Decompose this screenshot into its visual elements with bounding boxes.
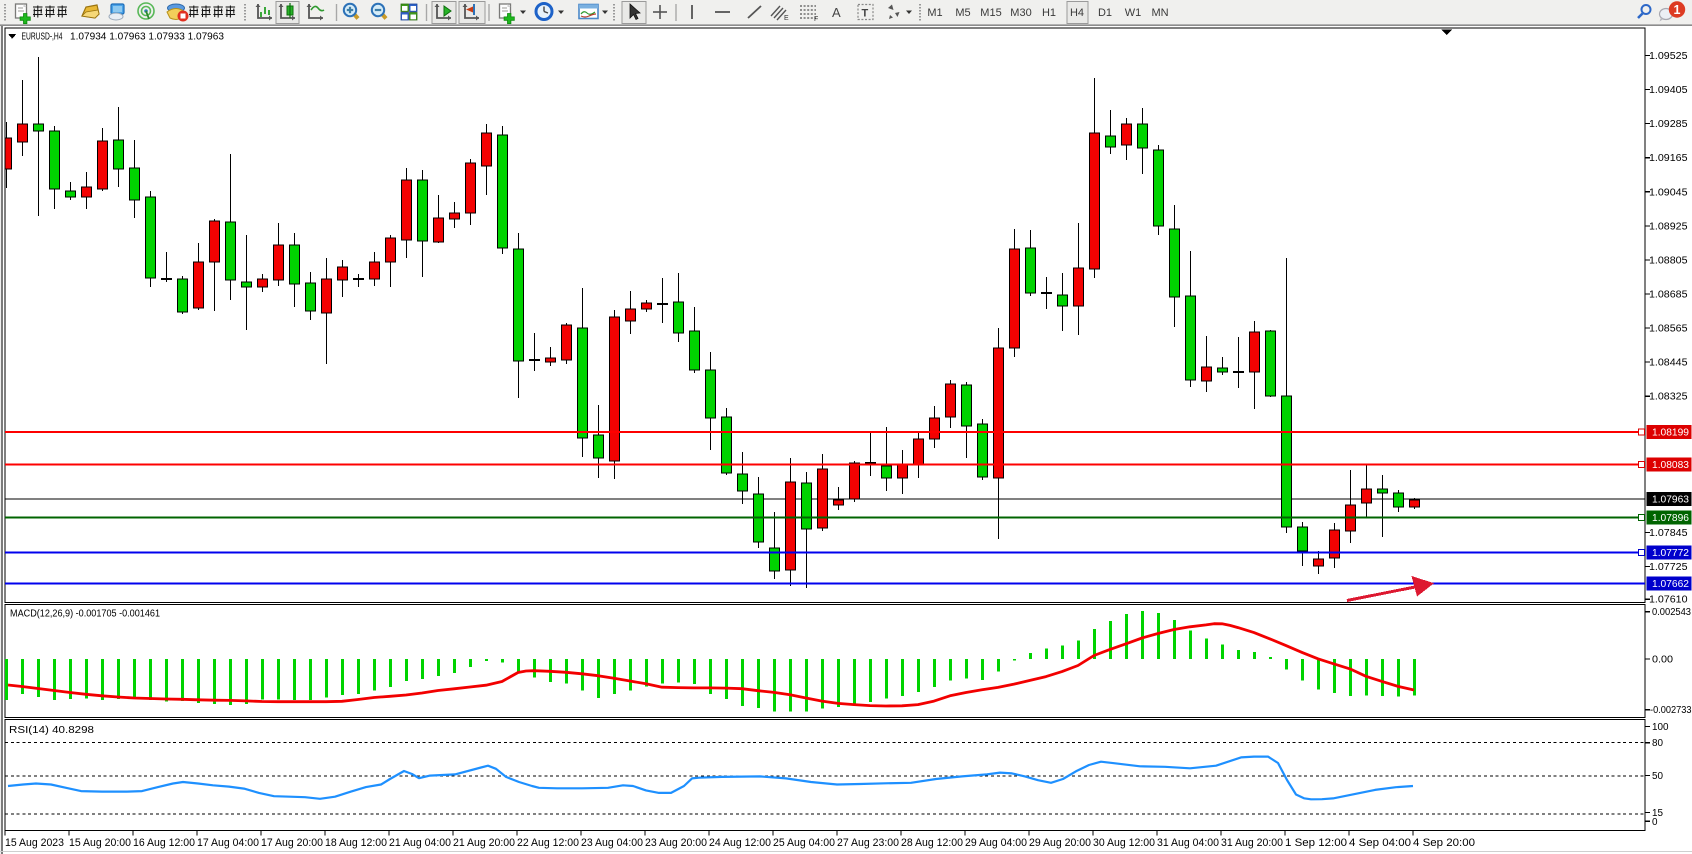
- svg-text:23 Aug 04:00: 23 Aug 04:00: [581, 837, 643, 849]
- svg-text:17 Aug 04:00: 17 Aug 04:00: [197, 837, 259, 849]
- svg-text:27 Aug 23:00: 27 Aug 23:00: [837, 837, 899, 849]
- svg-text:T: T: [862, 8, 869, 20]
- svg-text:H4: H4: [1070, 7, 1084, 19]
- svg-text:21 Aug 04:00: 21 Aug 04:00: [389, 837, 451, 849]
- svg-text:1.09405: 1.09405: [1649, 85, 1688, 96]
- svg-text:31 Aug 04:00: 31 Aug 04:00: [1157, 837, 1219, 849]
- svg-text:F: F: [814, 16, 818, 23]
- svg-text:1.08565: 1.08565: [1649, 324, 1688, 335]
- svg-text:1.09045: 1.09045: [1649, 187, 1688, 198]
- svg-text:1.07725: 1.07725: [1649, 562, 1688, 573]
- svg-text:15 Aug 20:00: 15 Aug 20:00: [69, 837, 131, 849]
- svg-text:1.07963: 1.07963: [1652, 495, 1689, 506]
- svg-text:M30: M30: [1010, 7, 1031, 19]
- svg-text:1.08083: 1.08083: [1652, 460, 1689, 471]
- svg-text:1.07896: 1.07896: [1652, 513, 1689, 524]
- svg-text:A: A: [832, 5, 841, 20]
- svg-text:4 Sep 20:00: 4 Sep 20:00: [1413, 837, 1475, 849]
- svg-text:0.00: 0.00: [1652, 655, 1673, 666]
- svg-text:1.08925: 1.08925: [1649, 221, 1688, 232]
- svg-text:E: E: [784, 15, 789, 22]
- svg-text:RSI(14) 40.8298: RSI(14) 40.8298: [9, 725, 94, 736]
- svg-text:1.09285: 1.09285: [1649, 119, 1688, 130]
- svg-text:21 Aug 20:00: 21 Aug 20:00: [453, 837, 515, 849]
- svg-text:1.08805: 1.08805: [1649, 255, 1688, 266]
- svg-text:EURUSD-,H4: EURUSD-,H4: [22, 32, 63, 43]
- svg-text:0: 0: [1652, 817, 1658, 828]
- svg-text:D1: D1: [1098, 7, 1112, 19]
- svg-text:1.09525: 1.09525: [1649, 51, 1688, 62]
- svg-text:15: 15: [1652, 808, 1663, 819]
- svg-text:1: 1: [1674, 3, 1681, 17]
- svg-text:30 Aug 12:00: 30 Aug 12:00: [1093, 837, 1155, 849]
- svg-text:1.09165: 1.09165: [1649, 153, 1688, 164]
- svg-text:M1: M1: [927, 7, 942, 19]
- svg-text:15 Aug 2023: 15 Aug 2023: [5, 837, 64, 849]
- svg-text:17 Aug 20:00: 17 Aug 20:00: [261, 837, 323, 849]
- svg-text:1.08325: 1.08325: [1649, 392, 1688, 403]
- svg-text:1.07934 1.07963 1.07933 1.0796: 1.07934 1.07963 1.07933 1.07963: [70, 32, 224, 43]
- svg-text:1 Sep 12:00: 1 Sep 12:00: [1285, 837, 1347, 849]
- svg-text:1.07610: 1.07610: [1649, 595, 1688, 606]
- svg-text:1.08685: 1.08685: [1649, 290, 1688, 301]
- svg-text:MACD(12,26,9) -0.001705 -0.001: MACD(12,26,9) -0.001705 -0.001461: [10, 609, 160, 620]
- svg-text:22 Aug 12:00: 22 Aug 12:00: [517, 837, 579, 849]
- svg-text:23 Aug 20:00: 23 Aug 20:00: [645, 837, 707, 849]
- svg-text:0.002543: 0.002543: [1652, 607, 1691, 618]
- svg-text:1.08199: 1.08199: [1652, 428, 1689, 439]
- svg-text:31 Aug 20:00: 31 Aug 20:00: [1221, 837, 1283, 849]
- svg-text:MN: MN: [1151, 7, 1168, 19]
- svg-text:50: 50: [1652, 771, 1663, 782]
- svg-text:-0.002733: -0.002733: [1650, 705, 1692, 716]
- svg-text:4 Sep 04:00: 4 Sep 04:00: [1349, 837, 1411, 849]
- svg-text:100: 100: [1652, 722, 1669, 733]
- svg-text:18 Aug 12:00: 18 Aug 12:00: [325, 837, 387, 849]
- svg-text:1.07772: 1.07772: [1652, 548, 1689, 559]
- svg-text:29 Aug 20:00: 29 Aug 20:00: [1029, 837, 1091, 849]
- svg-text:1.07845: 1.07845: [1649, 528, 1688, 539]
- svg-text:W1: W1: [1125, 7, 1142, 19]
- svg-text:1.08445: 1.08445: [1649, 358, 1688, 369]
- svg-text:24 Aug 12:00: 24 Aug 12:00: [709, 837, 771, 849]
- svg-text:16 Aug 12:00: 16 Aug 12:00: [133, 837, 195, 849]
- svg-text:1.07662: 1.07662: [1652, 579, 1689, 590]
- svg-text:28 Aug 12:00: 28 Aug 12:00: [901, 837, 963, 849]
- svg-text:80: 80: [1652, 738, 1663, 749]
- svg-text:H1: H1: [1042, 7, 1056, 19]
- svg-text:29 Aug 04:00: 29 Aug 04:00: [965, 837, 1027, 849]
- svg-text:M5: M5: [955, 7, 970, 19]
- svg-text:25 Aug 04:00: 25 Aug 04:00: [773, 837, 835, 849]
- svg-text:M15: M15: [980, 7, 1001, 19]
